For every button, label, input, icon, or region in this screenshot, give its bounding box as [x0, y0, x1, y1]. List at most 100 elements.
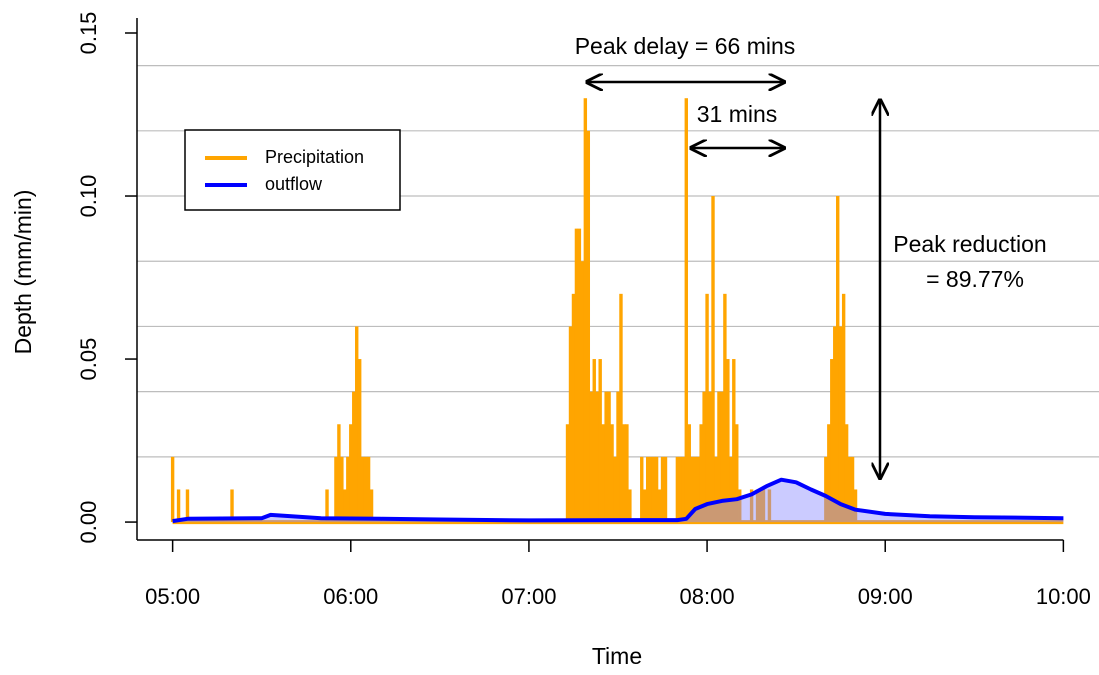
precipitation-bar: [841, 293, 846, 523]
legend: Precipitation outflow: [184, 129, 401, 211]
precipitation-bar: [640, 456, 644, 523]
precipitation-bar: [607, 391, 611, 523]
precipitation-bar: [833, 326, 837, 523]
precipitation-bar: [340, 456, 344, 523]
precipitation-bar: [622, 424, 626, 523]
legend-label: Precipitation: [265, 147, 364, 167]
precipitation-bar: [758, 489, 763, 523]
precipitation-bar: [369, 489, 374, 523]
y-tick-label: 0.05: [76, 338, 101, 381]
precipitation-bar: [349, 424, 353, 523]
y-tick-label: 0.00: [76, 501, 101, 544]
precipitation-bar: [678, 456, 683, 523]
precipitation-bar: [613, 456, 617, 523]
y-tick-label: 0.15: [76, 12, 101, 55]
precipitation-bar: [723, 293, 727, 523]
annotation: 31 mins: [697, 101, 778, 127]
precipitation-bar: [761, 489, 766, 523]
precipitation-bar: [616, 391, 620, 523]
annotation: = 89.77%: [926, 266, 1024, 292]
precipitation-bar: [651, 456, 656, 523]
precipitation-bar: [176, 489, 181, 523]
precipitation-bar: [357, 359, 362, 523]
precipitation-bar: [696, 456, 700, 523]
precipitation-bar: [705, 293, 709, 523]
precipitation-bar: [645, 456, 650, 523]
precipitation-bar: [711, 196, 715, 523]
precipitation-bar: [628, 489, 632, 523]
precipitation-bar: [595, 391, 599, 523]
precipitation-bar: [657, 489, 662, 523]
precipitation-bar: [583, 98, 588, 523]
precipitation-bar: [601, 424, 605, 523]
precipitation-bar: [824, 456, 828, 523]
precipitation-bar: [681, 456, 686, 523]
precipitation-bar: [355, 326, 359, 523]
precipitation-bar: [592, 359, 596, 523]
precipitation-bar: [838, 326, 843, 523]
precipitation-bar: [643, 489, 647, 523]
precipitation-bar: [726, 359, 730, 523]
precipitation-bar: [619, 293, 623, 523]
precipitation-bar: [708, 391, 712, 523]
precipitation-bar: [185, 489, 190, 523]
precipitation-bar: [702, 391, 706, 523]
precipitation-bar: [732, 359, 736, 523]
y-tick-label: 0.10: [76, 175, 101, 218]
axes: 0.00 0.05 0.10 0.15 05:00 06:00 07:00 08:00 09:0…: [76, 12, 1091, 609]
precipitation-bar: [755, 489, 760, 523]
precipitation-bar: [325, 489, 329, 523]
outflow-line: [172, 477, 1064, 524]
precipitation-bar: [346, 456, 350, 523]
precipitation-bar: [604, 391, 608, 523]
x-tick-label: 09:00: [858, 584, 913, 609]
precipitation-bar: [170, 456, 175, 523]
precipitation-bar: [610, 424, 614, 523]
precipitation-bar: [735, 424, 739, 523]
precipitation-bar: [360, 456, 365, 523]
precipitation-bar: [230, 489, 234, 523]
y-axis-label: Depth (mm/min): [10, 190, 36, 355]
outflow-area: [172, 479, 1064, 523]
precipitation-bar: [663, 456, 668, 523]
x-tick-label: 05:00: [145, 584, 200, 609]
precipitation-bar: [654, 456, 659, 523]
precipitation-bar: [343, 489, 347, 523]
precipitation-bar: [625, 424, 629, 523]
precipitation-bar: [827, 424, 831, 523]
precipitation-bar: [568, 326, 573, 523]
precipitation-bar: [660, 456, 665, 523]
precipitation-bar: [720, 391, 724, 523]
precipitation-bar: [690, 456, 694, 523]
x-tick-label: 08:00: [680, 584, 735, 609]
precipitation-bar: [366, 456, 371, 523]
x-tick-label: 06:00: [323, 584, 378, 609]
precipitation-bar: [717, 391, 721, 523]
precipitation-bar: [738, 489, 742, 523]
precipitation-bar: [675, 456, 680, 523]
precipitation-bar: [580, 261, 585, 523]
precipitation-bar: [693, 456, 697, 523]
precipitation-bar: [571, 293, 576, 523]
legend-label: outflow: [265, 174, 323, 194]
legend-box: [184, 129, 401, 211]
precipitation-bar: [598, 359, 602, 523]
precipitation-bar: [699, 424, 703, 523]
precipitation-bar: [714, 456, 718, 523]
precipitation-bar: [684, 98, 688, 523]
annotation: Peak delay = 66 mins: [575, 33, 796, 59]
precipitation-bar: [363, 456, 368, 523]
precipitation-bar: [767, 489, 772, 523]
x-tick-label: 07:00: [501, 584, 556, 609]
precipitation-bar: [749, 489, 754, 523]
precipitation-bar: [352, 391, 356, 523]
precipitation-bar: [574, 228, 579, 523]
precipitation-bar: [830, 359, 834, 523]
annotation: Peak reduction: [893, 231, 1046, 257]
precipitation-bar: [577, 228, 582, 523]
precipitation-bar: [648, 456, 653, 523]
precipitation-bar: [586, 130, 591, 523]
precipitation-bar: [853, 489, 858, 523]
x-tick-label: 10:00: [1036, 584, 1091, 609]
